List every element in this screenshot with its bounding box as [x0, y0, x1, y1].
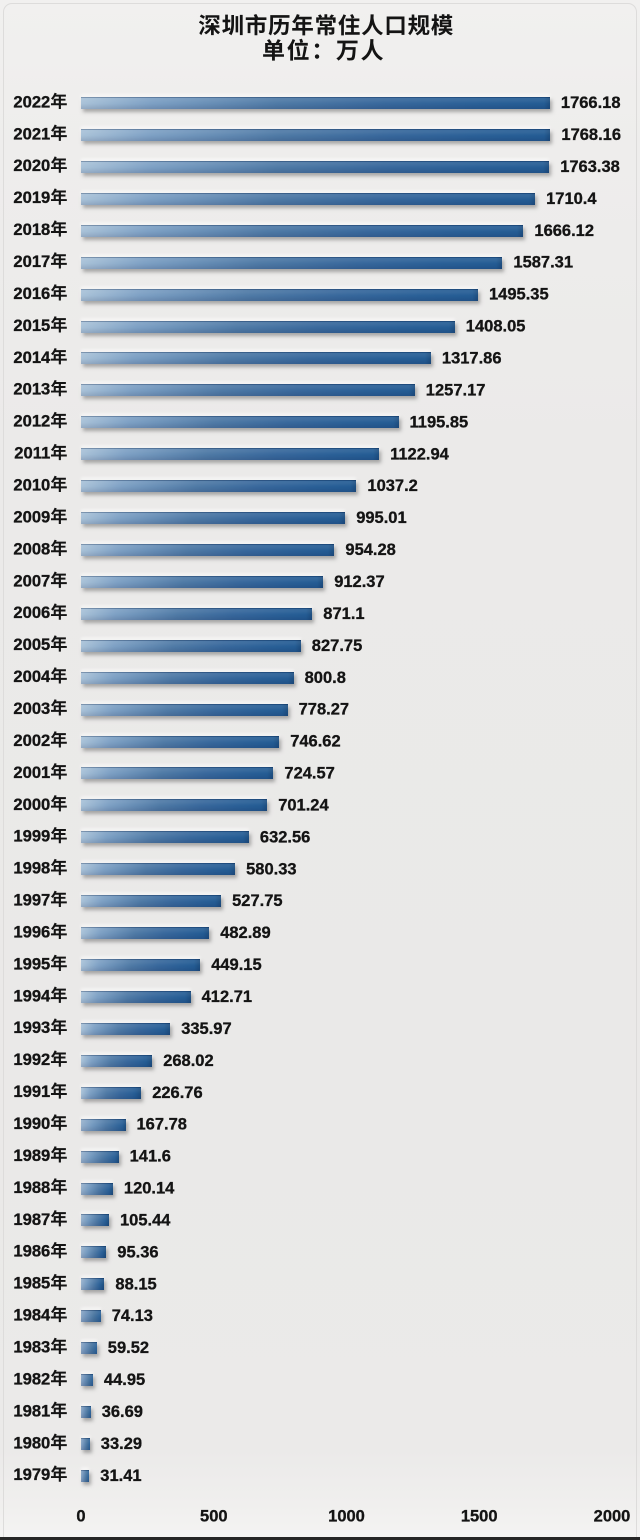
svg-text:167.78: 167.78 — [137, 1116, 187, 1134]
svg-text:2013: 2013 — [13, 380, 50, 399]
svg-text:632.56: 632.56 — [260, 828, 310, 846]
svg-text:36.69: 36.69 — [102, 1403, 143, 1421]
svg-text:1992: 1992 — [13, 1050, 50, 1069]
svg-text:2020: 2020 — [13, 156, 50, 175]
svg-text:2000: 2000 — [13, 795, 50, 814]
svg-text:1408.05: 1408.05 — [466, 318, 526, 336]
svg-text:2015: 2015 — [13, 316, 50, 335]
svg-text:1122.94: 1122.94 — [390, 445, 450, 463]
svg-text:1997: 1997 — [13, 891, 50, 910]
svg-text:2008: 2008 — [13, 539, 50, 558]
svg-text:1994: 1994 — [13, 986, 51, 1005]
svg-text:44.95: 44.95 — [104, 1371, 145, 1389]
svg-text:33.29: 33.29 — [101, 1435, 142, 1453]
svg-text:1987: 1987 — [13, 1210, 50, 1229]
svg-text:1991: 1991 — [13, 1082, 50, 1101]
svg-text:1766.18: 1766.18 — [561, 94, 621, 112]
svg-text:2011: 2011 — [14, 444, 50, 463]
svg-text:1986: 1986 — [13, 1242, 50, 1261]
svg-text:2000: 2000 — [594, 1507, 631, 1525]
svg-text:2004: 2004 — [13, 667, 51, 686]
svg-text:0: 0 — [76, 1507, 85, 1525]
svg-text:88.15: 88.15 — [115, 1275, 156, 1293]
svg-text:912.37: 912.37 — [334, 573, 384, 591]
svg-text:1495.35: 1495.35 — [489, 286, 549, 304]
svg-text:412.71: 412.71 — [202, 988, 252, 1006]
svg-text:871.1: 871.1 — [323, 605, 364, 623]
svg-text:1500: 1500 — [461, 1507, 498, 1525]
svg-text:2003: 2003 — [13, 699, 50, 718]
svg-text:335.97: 335.97 — [181, 1020, 231, 1038]
svg-text:482.89: 482.89 — [220, 924, 270, 942]
svg-text:800.8: 800.8 — [305, 669, 346, 687]
svg-text:120.14: 120.14 — [124, 1180, 175, 1198]
svg-text:1257.17: 1257.17 — [426, 381, 486, 399]
svg-text:1984: 1984 — [13, 1306, 51, 1325]
svg-text:1980: 1980 — [13, 1433, 50, 1452]
svg-text:1195.85: 1195.85 — [410, 413, 469, 431]
svg-text:226.76: 226.76 — [152, 1084, 202, 1102]
svg-text:1990: 1990 — [13, 1114, 50, 1133]
svg-text:1981: 1981 — [13, 1401, 50, 1420]
svg-text:1983: 1983 — [13, 1338, 50, 1357]
svg-text:746.62: 746.62 — [290, 733, 340, 751]
svg-text:268.02: 268.02 — [163, 1052, 213, 1070]
svg-text:2016: 2016 — [13, 284, 50, 303]
svg-text:2019: 2019 — [13, 188, 50, 207]
svg-text:31.41: 31.41 — [100, 1467, 141, 1485]
svg-text:105.44: 105.44 — [120, 1212, 171, 1230]
svg-text:1985: 1985 — [13, 1274, 50, 1293]
svg-text:1317.86: 1317.86 — [442, 350, 502, 368]
svg-text:2010: 2010 — [13, 476, 50, 495]
svg-text:449.15: 449.15 — [211, 956, 261, 974]
svg-text:1710.4: 1710.4 — [546, 190, 597, 208]
svg-text:724.57: 724.57 — [284, 765, 334, 783]
svg-text:1982: 1982 — [13, 1369, 50, 1388]
svg-text:59.52: 59.52 — [108, 1339, 149, 1357]
svg-text:2022: 2022 — [13, 92, 50, 111]
svg-text:2006: 2006 — [13, 603, 50, 622]
svg-text:1000: 1000 — [328, 1507, 365, 1525]
svg-text:1988: 1988 — [13, 1178, 50, 1197]
svg-text:2018: 2018 — [13, 220, 50, 239]
svg-text:2021: 2021 — [13, 124, 50, 143]
svg-text:2014: 2014 — [13, 348, 51, 367]
svg-text:1999: 1999 — [13, 827, 50, 846]
svg-text:1979: 1979 — [13, 1465, 50, 1484]
svg-text:74.13: 74.13 — [112, 1307, 153, 1325]
svg-text:1037.2: 1037.2 — [367, 477, 417, 495]
svg-text:2009: 2009 — [13, 507, 50, 526]
svg-text:1998: 1998 — [13, 859, 50, 878]
svg-text:827.75: 827.75 — [312, 637, 362, 655]
svg-text:2005: 2005 — [13, 635, 50, 654]
svg-text:1989: 1989 — [13, 1146, 50, 1165]
svg-text:954.28: 954.28 — [345, 541, 395, 559]
svg-text:1993: 1993 — [13, 1018, 50, 1037]
svg-text:701.24: 701.24 — [278, 797, 329, 815]
svg-text:95.36: 95.36 — [117, 1243, 158, 1261]
svg-text:2017: 2017 — [13, 252, 50, 271]
svg-text:1666.12: 1666.12 — [534, 222, 594, 240]
svg-text:2007: 2007 — [13, 571, 50, 590]
svg-text:1763.38: 1763.38 — [560, 158, 620, 176]
svg-text:141.6: 141.6 — [130, 1148, 171, 1166]
svg-text:778.27: 778.27 — [299, 701, 349, 719]
svg-text:580.33: 580.33 — [246, 860, 296, 878]
svg-text:995.01: 995.01 — [356, 509, 406, 527]
svg-text:2002: 2002 — [13, 731, 50, 750]
svg-text:2001: 2001 — [13, 763, 50, 782]
svg-text:1995: 1995 — [13, 954, 50, 973]
svg-text:500: 500 — [200, 1507, 228, 1525]
svg-text:1996: 1996 — [13, 923, 50, 942]
svg-text:1587.31: 1587.31 — [513, 254, 573, 272]
svg-text:2012: 2012 — [13, 412, 50, 431]
svg-text:1768.16: 1768.16 — [561, 126, 621, 144]
svg-text:527.75: 527.75 — [232, 892, 282, 910]
